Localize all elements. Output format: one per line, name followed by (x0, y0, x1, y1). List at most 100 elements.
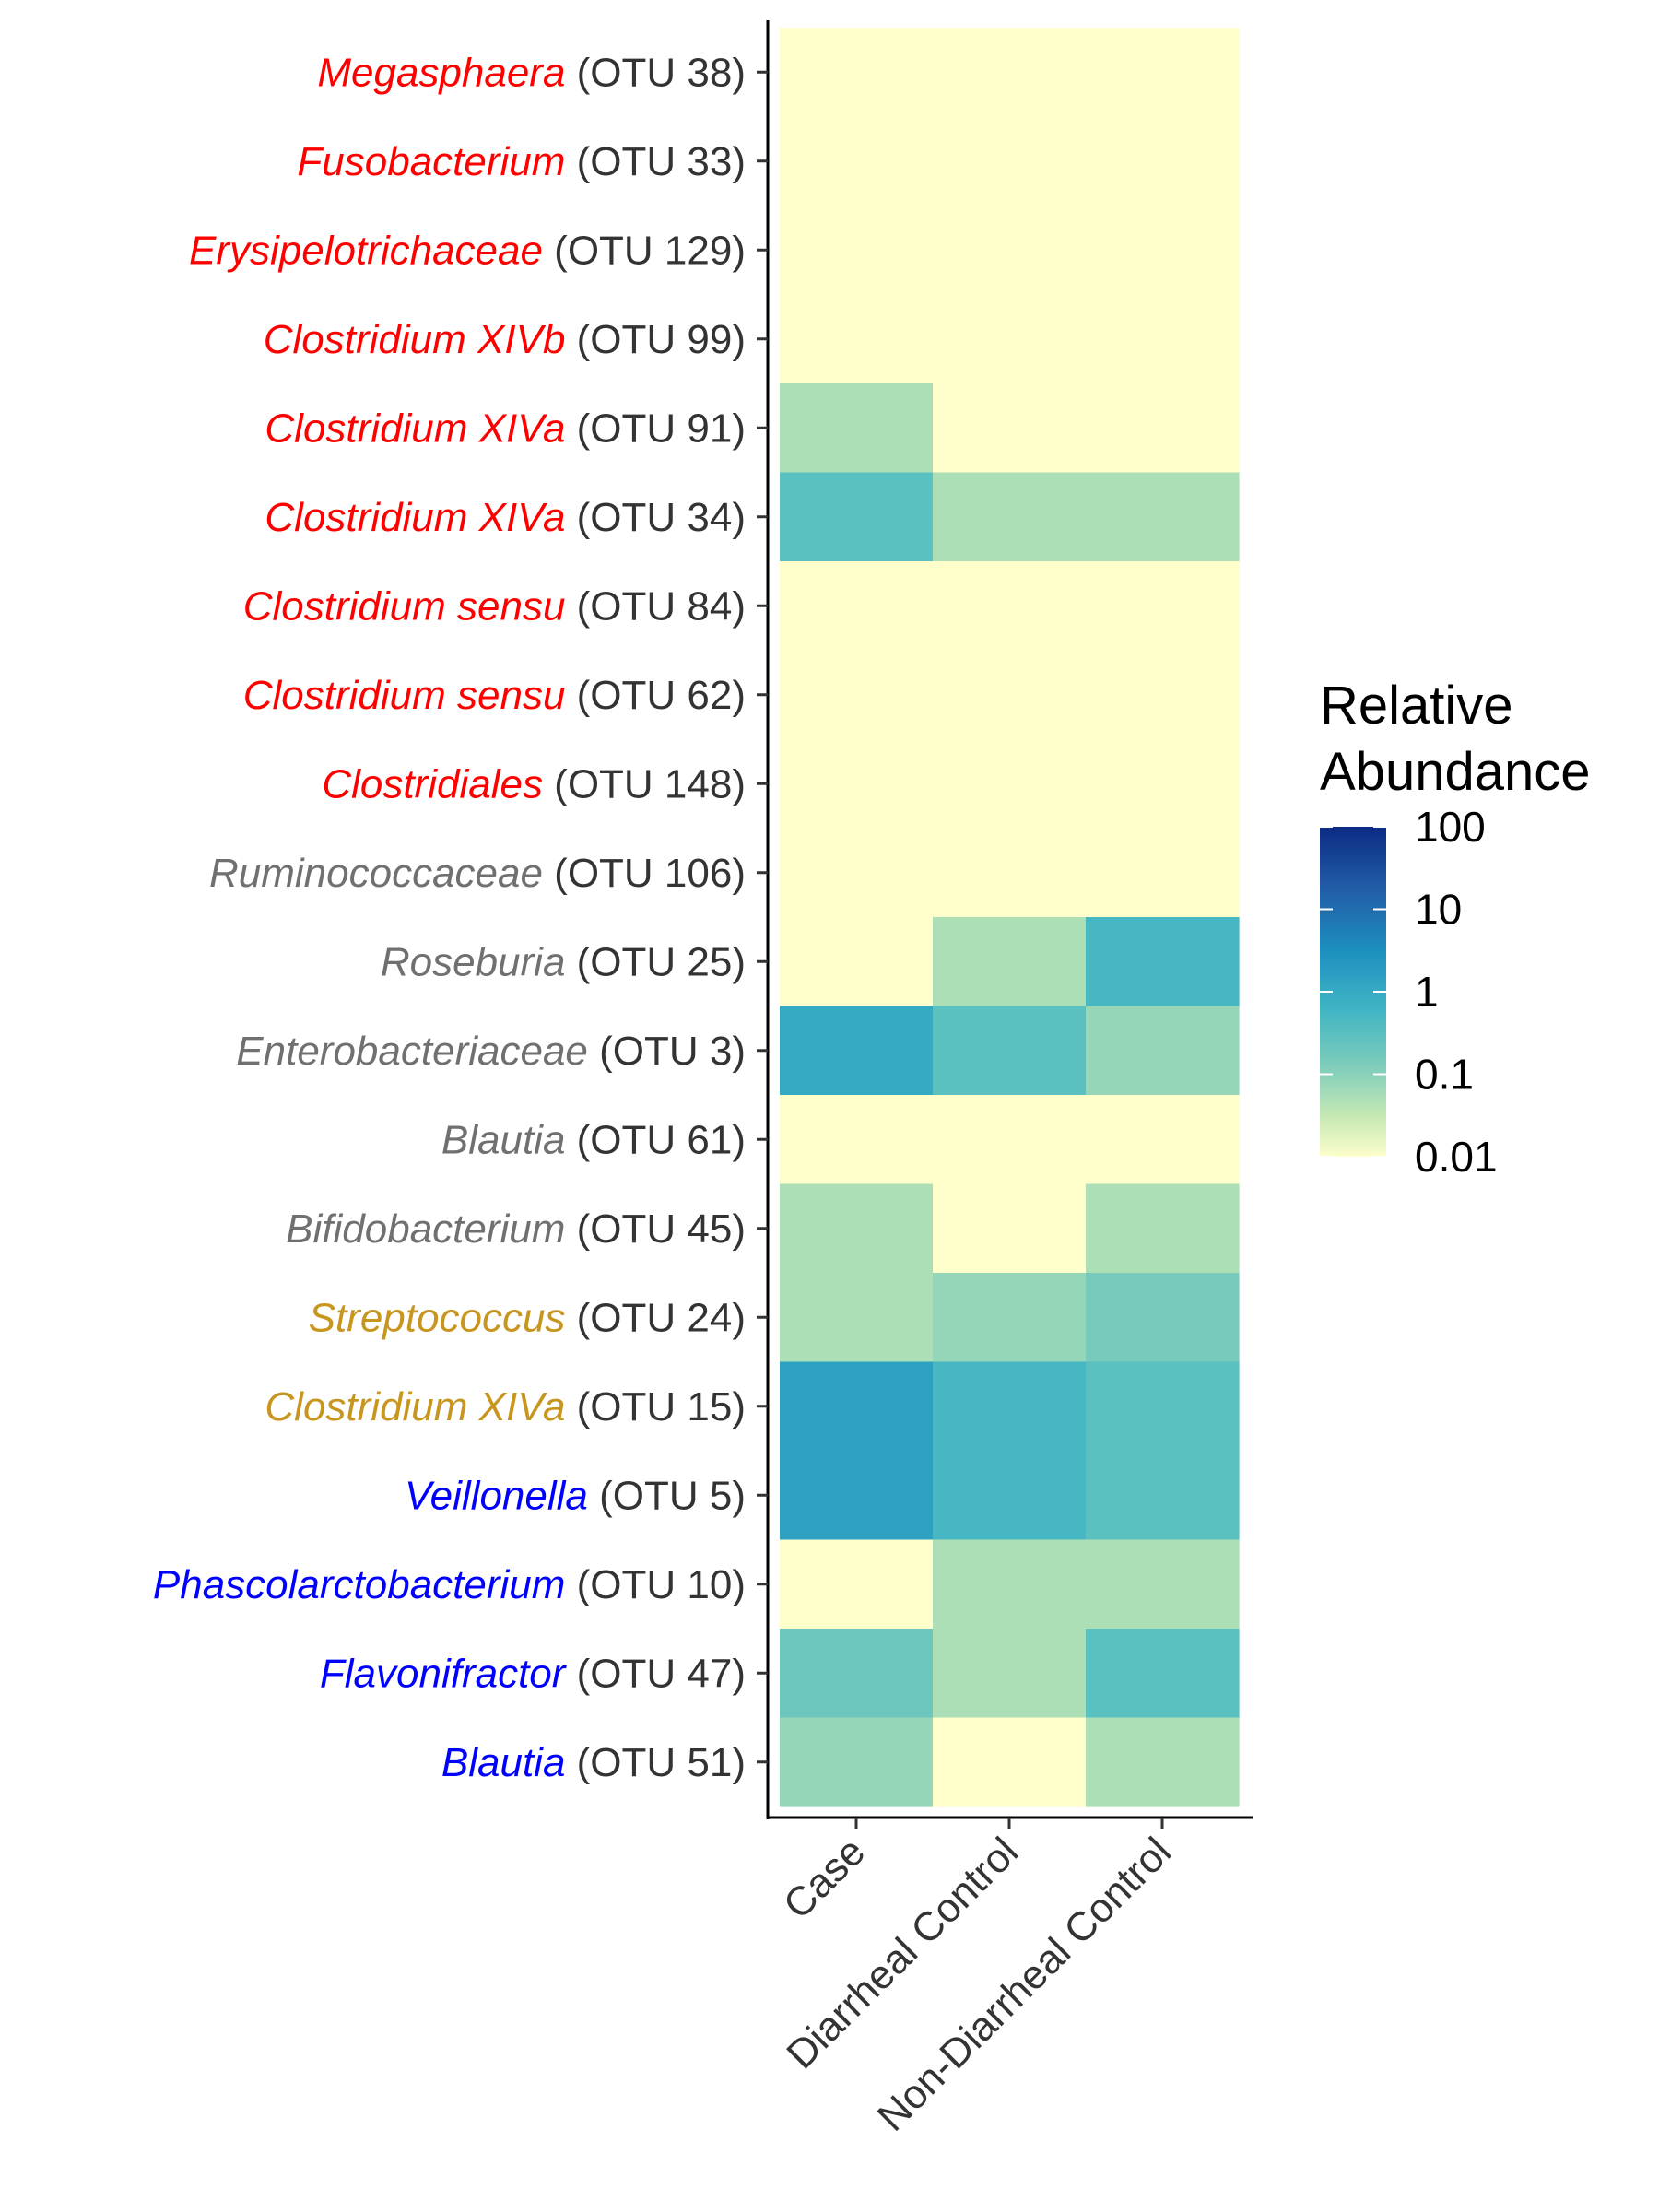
y-tick-label: Megasphaera (OTU 38) (317, 50, 746, 95)
y-tick-genus: Clostridiales (322, 761, 543, 806)
heatmap-cell (933, 206, 1087, 296)
heatmap-cell (780, 1273, 934, 1363)
heatmap-cell (1086, 206, 1240, 296)
heatmap-cell (933, 294, 1087, 384)
x-tick-label: Case (775, 1829, 874, 1927)
y-tick-otu: (OTU 84) (565, 583, 746, 629)
heatmap-cell (780, 739, 934, 830)
heatmap-cell (780, 561, 934, 652)
heatmap-cell (933, 1006, 1087, 1096)
y-tick-genus: Clostridium sensu (243, 673, 566, 718)
legend-tick-label: 100 (1415, 803, 1486, 851)
heatmap-cell (1086, 1539, 1240, 1630)
y-tick-genus: Clostridium XIVa (265, 406, 565, 451)
heatmap-cell (933, 28, 1087, 118)
legend-tick-label: 1 (1415, 968, 1439, 1016)
y-tick-otu: (OTU 148) (543, 761, 746, 806)
y-tick-genus: Phascolarctobacterium (153, 1562, 566, 1607)
legend-title-line-2: Abundance (1320, 742, 1590, 802)
y-tick-otu: (OTU 62) (565, 673, 746, 718)
y-tick-otu: (OTU 45) (565, 1206, 746, 1252)
heatmap-cell (1086, 383, 1240, 474)
heatmap-cell (780, 917, 934, 1007)
y-tick-otu: (OTU 47) (565, 1651, 746, 1696)
heatmap-cell (1086, 294, 1240, 384)
y-tick-label: Enterobacteriaceae (OTU 3) (236, 1029, 746, 1074)
y-tick-label: Blautia (OTU 61) (441, 1117, 746, 1162)
y-tick-label: Bifidobacterium (OTU 45) (286, 1206, 746, 1252)
y-tick-genus: Flavonifractor (320, 1651, 568, 1696)
y-tick-label: Ruminococcaceae (OTU 106) (209, 851, 746, 896)
heatmap-cell (1086, 650, 1240, 740)
heatmap-cell (1086, 1273, 1240, 1363)
y-tick-label: Clostridium XIVb (OTU 99) (264, 317, 746, 362)
heatmap-cell (780, 1006, 934, 1096)
heatmap-cell (933, 1629, 1087, 1719)
heatmap-cell (780, 1095, 934, 1185)
y-tick-genus: Clostridium XIVa (265, 1384, 565, 1430)
heatmap-cell (1086, 1095, 1240, 1185)
axes (757, 20, 1253, 1829)
legend-tick-label: 0.1 (1415, 1051, 1474, 1099)
y-tick-label: Clostridium sensu (OTU 62) (243, 673, 746, 718)
y-tick-label: Clostridiales (OTU 148) (322, 761, 746, 806)
x-tick-label: Non-Diarrheal Control (869, 1829, 1180, 2139)
heatmap-cells (780, 28, 1240, 1807)
y-tick-label: Streptococcus (OTU 24) (309, 1295, 746, 1340)
heatmap-cell (780, 206, 934, 296)
legend-tick-label: 10 (1415, 886, 1462, 934)
heatmap-cell (933, 828, 1087, 918)
y-tick-genus: Clostridium XIVb (264, 317, 566, 362)
heatmap-cell (780, 1539, 934, 1630)
y-tick-genus: Ruminococcaceae (209, 851, 543, 896)
y-tick-otu: (OTU 106) (543, 851, 746, 896)
heatmap-cell (933, 1451, 1087, 1541)
y-tick-genus: Blautia (441, 1740, 566, 1785)
y-tick-otu: (OTU 33) (565, 139, 746, 184)
y-tick-label: Clostridium XIVa (OTU 15) (265, 1384, 746, 1430)
y-tick-genus: Streptococcus (309, 1295, 566, 1340)
heatmap-cell (933, 739, 1087, 830)
heatmap-cell (933, 1717, 1087, 1807)
heatmap-cell (933, 1183, 1087, 1274)
y-tick-otu: (OTU 5) (588, 1473, 746, 1518)
heatmap-cell (780, 1629, 934, 1719)
heatmap-cell (780, 383, 934, 474)
heatmap-cell (1086, 1006, 1240, 1096)
y-tick-otu: (OTU 24) (565, 1295, 746, 1340)
y-tick-otu: (OTU 61) (565, 1117, 746, 1162)
heatmap-cell (780, 1451, 934, 1541)
heatmap-cell (1086, 917, 1240, 1007)
y-tick-label: Fusobacterium (OTU 33) (297, 139, 746, 184)
y-tick-otu: (OTU 15) (565, 1384, 746, 1430)
heatmap-cell (1086, 116, 1240, 206)
heatmap-cell (780, 294, 934, 384)
y-tick-otu: (OTU 51) (565, 1740, 746, 1785)
y-tick-otu: (OTU 10) (565, 1562, 746, 1607)
y-tick-label: Roseburia (OTU 25) (381, 939, 746, 984)
heatmap-cell (780, 28, 934, 118)
y-tick-genus: Erysipelotrichaceae (189, 228, 543, 273)
y-tick-label: Phascolarctobacterium (OTU 10) (153, 1562, 746, 1607)
y-tick-genus: Clostridium sensu (243, 583, 566, 629)
heatmap-cell (933, 561, 1087, 652)
y-tick-genus: Clostridium XIVa (265, 495, 565, 540)
heatmap-cell (933, 383, 1087, 474)
y-tick-label: Clostridium XIVa (OTU 91) (265, 406, 746, 451)
heatmap-cell (1086, 828, 1240, 918)
legend-tick-label: 0.01 (1415, 1133, 1498, 1181)
legend-ticks: 100 10 1 0.1 0.01 (1320, 803, 1498, 1181)
heatmap-cell (933, 1273, 1087, 1363)
heatmap-cell (933, 472, 1087, 562)
y-tick-label: Blautia (OTU 51) (441, 1740, 746, 1785)
y-tick-genus: Roseburia (381, 939, 566, 984)
y-tick-otu: (OTU 99) (565, 317, 746, 362)
heatmap-cell (1086, 739, 1240, 830)
y-tick-genus: Bifidobacterium (286, 1206, 565, 1252)
legend: Relative Abundance 100 10 1 0.1 0.01 (1320, 676, 1590, 1181)
heatmap-cell (933, 1095, 1087, 1185)
heatmap-cell (780, 828, 934, 918)
y-tick-otu: (OTU 129) (543, 228, 746, 273)
